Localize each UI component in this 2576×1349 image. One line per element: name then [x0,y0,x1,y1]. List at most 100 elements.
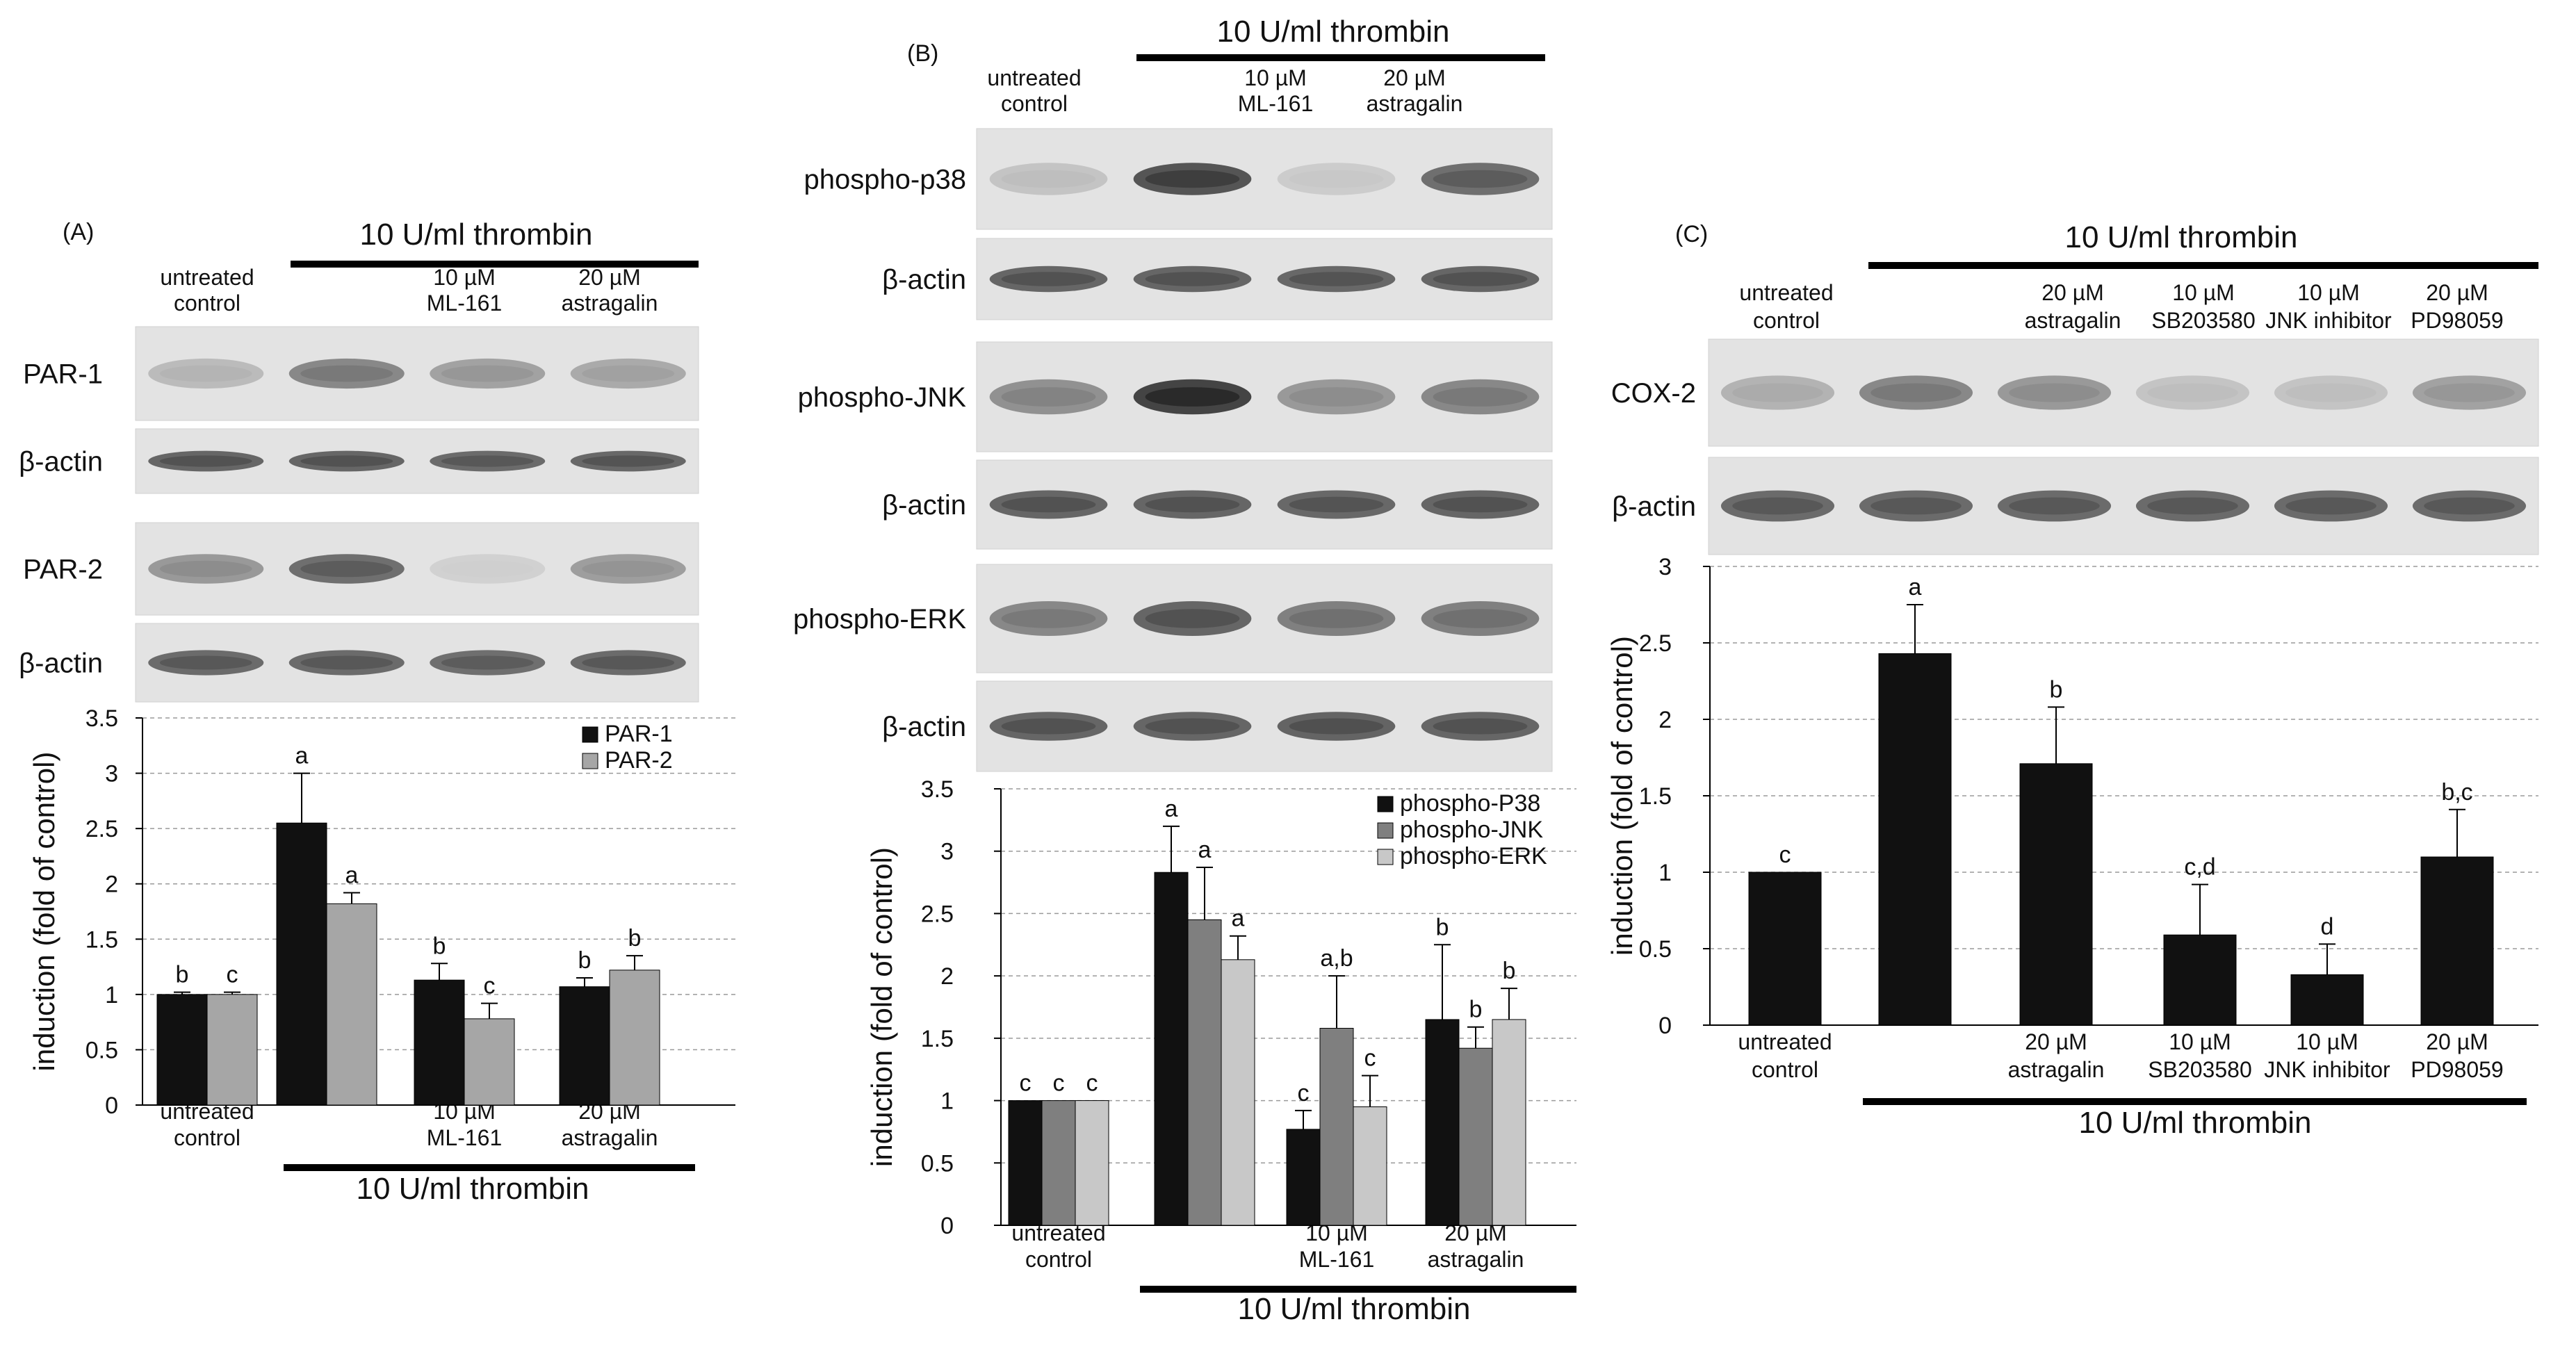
legend-swatch [582,753,598,769]
significance-label: c [1779,842,1791,868]
bar [1492,1019,1526,1226]
y-axis-label: induction (fold of control) [1606,636,1638,956]
bar [156,994,208,1106]
bar [464,1018,515,1106]
y-tick-label: 0.5 [85,1037,118,1063]
blot-band-core [2147,497,2238,515]
blot-band-core [300,365,393,382]
y-tick-label: 1 [940,1088,954,1115]
legend-entry: PAR-2 [605,747,673,774]
x-tick-label: JNK inhibitor [2264,1057,2390,1082]
y-tick-label: 3.5 [921,776,954,803]
significance-label: c [1364,1045,1376,1072]
blot-band-core [582,455,675,467]
blot--actin [135,428,699,494]
blot--actin [976,459,1553,550]
blot-band-core [1001,718,1096,735]
significance-label: d [2321,913,2334,940]
y-tick-label: 1 [105,982,118,1008]
blot-band-core [1145,609,1240,628]
bar [1425,1019,1460,1226]
significance-label: b [433,933,446,959]
lane-label: 10 µM [433,265,496,290]
panel-c: (C) 10 U/ml thrombin untreated control 20 µM… [1611,220,2539,1140]
y-axis-label: induction (fold of control) [28,752,60,1072]
blot-band-core [1289,170,1384,188]
blot-label: phospho-p38 [804,165,966,195]
significance-label: c [227,962,238,988]
blot-band-core [2424,383,2515,402]
blot-band-core [1433,272,1528,286]
blot-band-core [1289,718,1384,735]
blot-phospho-erk [976,564,1553,673]
significance-label: a [1909,574,1922,600]
significance-label: a [1198,837,1212,863]
blot-band-core [1433,496,1528,513]
blot-band-core [1433,170,1528,188]
significance-label: b,c [2441,779,2472,806]
blot-band-core [300,455,393,467]
bar [2290,974,2364,1026]
blot-band-core [441,365,534,382]
bar [1221,959,1255,1226]
significance-label: c [484,973,496,999]
significance-label: a [1232,906,1245,932]
bar [414,979,465,1106]
blot-band-core [2009,497,2100,515]
x-tick-label: SB203580 [2148,1057,2251,1082]
blot-band-core [1289,387,1384,407]
y-tick-label: 0.5 [1639,936,1672,963]
bar [2019,763,2093,1026]
y-tick-label: 2.5 [85,816,118,842]
x-tick-label: control [1752,1057,1818,1082]
lane-label: PD98059 [2411,308,2503,333]
x-tick-label: astragalin [1428,1247,1524,1272]
blot-band-core [1001,272,1096,286]
blot--actin [135,623,699,703]
bar [559,986,610,1106]
blot-band-core [1001,387,1096,407]
bar [1187,919,1222,1226]
y-tick-label: 0 [940,1213,954,1239]
blot-band-core [1433,387,1528,407]
blot-band-core [1433,718,1528,735]
significance-label: a [1165,796,1178,822]
lane-label: 10 µM [2297,280,2360,305]
y-tick-label: 3 [940,839,954,865]
thrombin-header-bottom: 10 U/ml thrombin [356,1172,589,1206]
blot-band-core [582,365,675,382]
blot-label: β-actin [1612,491,1696,522]
lane-label: untreated [1739,280,1833,305]
panel-letter: (A) [63,219,94,245]
blot-band-core [1289,496,1384,513]
blot-band-core [2285,497,2377,515]
blot-label: β-actin [882,490,966,521]
significance-label: a,b [1320,945,1353,972]
blot-band-core [1001,496,1096,513]
blot-frame [1708,457,2539,555]
lane-label: control [1753,308,1820,333]
y-tick-label: 2.5 [1639,630,1672,657]
bar [1748,872,1822,1026]
blot-band-core [1145,272,1240,286]
legend-swatch [1377,822,1394,839]
bar [1458,1047,1493,1226]
y-tick-label: 3 [105,761,118,787]
y-tick-label: 2 [940,963,954,990]
legend-swatch [1377,849,1394,865]
blot-phospho-jnk [976,341,1553,452]
bar [2420,856,2494,1026]
blot-band-core [441,655,534,670]
blot-band-core [159,365,252,382]
blot-label: β-actin [19,447,103,477]
bar [1286,1129,1321,1226]
blot-band-core [441,560,534,578]
y-tick-label: 1.5 [85,926,118,953]
x-tick-label: ML-161 [1299,1247,1375,1272]
lane-label: untreated [987,65,1081,90]
lane-label: 20 µM [578,265,641,290]
thrombin-header-top: 10 U/ml thrombin [359,218,592,252]
panel-letter: (B) [907,40,938,67]
bar [1075,1100,1109,1226]
